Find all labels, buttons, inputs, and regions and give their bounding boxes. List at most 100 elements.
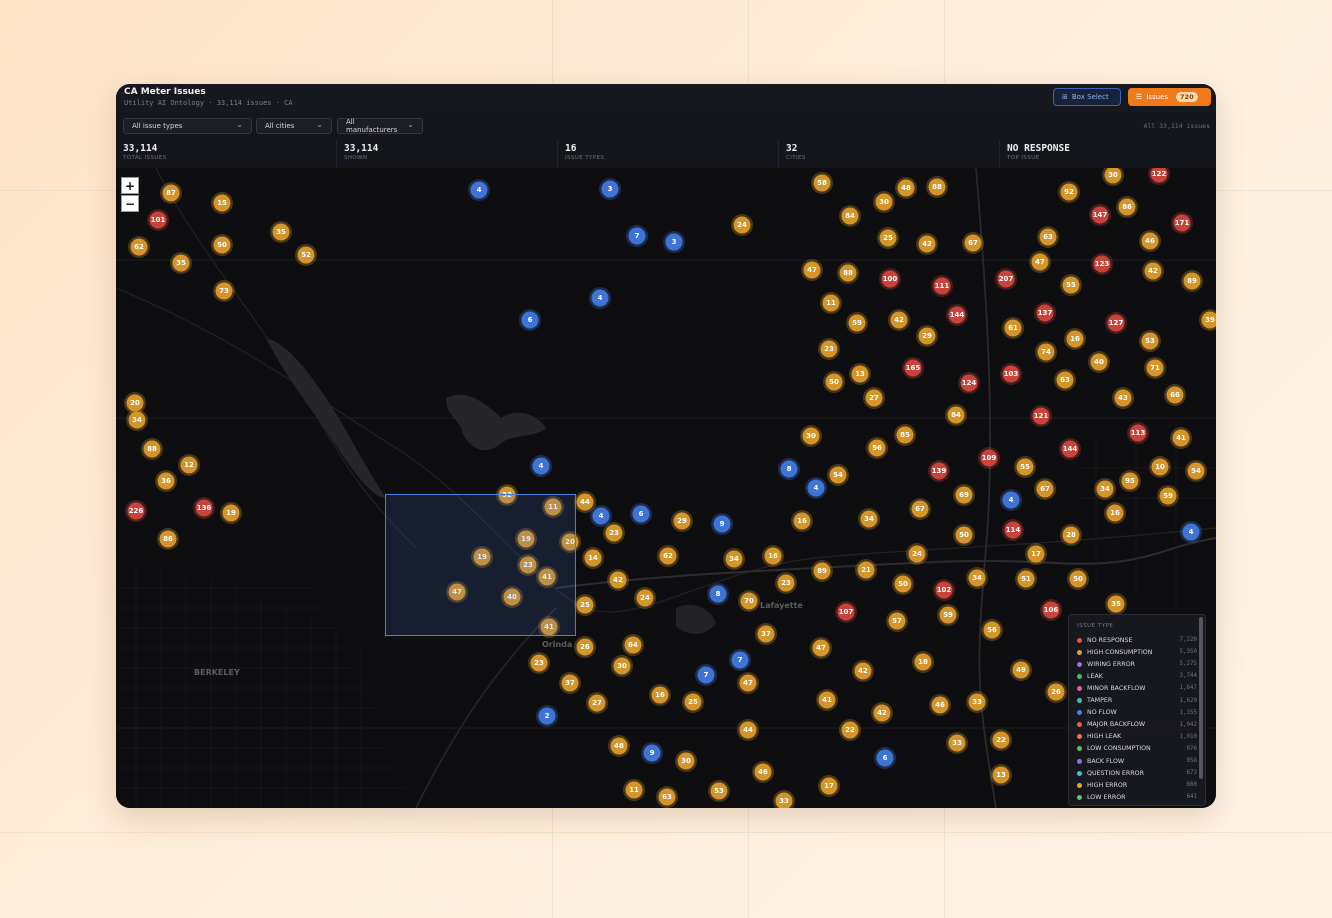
legend-item[interactable]: LOW ERROR 641 bbox=[1077, 792, 1197, 802]
cluster-marker[interactable]: 34 bbox=[723, 548, 745, 570]
cluster-marker[interactable]: 17 bbox=[818, 775, 840, 797]
cluster-marker[interactable]: 20 bbox=[124, 392, 146, 414]
box-select-button[interactable]: ⊞ Box Select bbox=[1053, 88, 1121, 106]
cluster-marker[interactable]: 30 bbox=[800, 425, 822, 447]
cluster-marker[interactable]: 4 bbox=[590, 505, 612, 527]
cluster-marker[interactable]: 13 bbox=[849, 363, 871, 385]
cluster-marker[interactable]: 19 bbox=[220, 502, 242, 524]
cluster-marker[interactable]: 54 bbox=[827, 464, 849, 486]
cluster-marker[interactable]: 29 bbox=[916, 325, 938, 347]
cluster-marker[interactable]: 63 bbox=[1037, 226, 1059, 248]
cluster-marker[interactable]: 59 bbox=[1157, 485, 1179, 507]
cluster-marker[interactable]: 33 bbox=[946, 732, 968, 754]
cluster-marker[interactable]: 25 bbox=[682, 691, 704, 713]
cluster-marker[interactable]: 63 bbox=[656, 786, 678, 808]
cluster-marker[interactable]: 4 bbox=[1000, 489, 1022, 511]
cluster-marker[interactable]: 92 bbox=[1058, 181, 1080, 203]
map[interactable]: BERKELEY Orinda Lafayette 87 15 62 50 35 52 35… bbox=[116, 168, 1216, 808]
cluster-marker[interactable]: 88 bbox=[141, 438, 163, 460]
cluster-marker[interactable]: 121 bbox=[1030, 405, 1052, 427]
cluster-marker[interactable]: 6 bbox=[630, 503, 652, 525]
cluster-marker[interactable]: 3 bbox=[599, 178, 621, 200]
scrollbar[interactable] bbox=[1199, 617, 1203, 779]
cluster-marker[interactable]: 19 bbox=[471, 546, 493, 568]
cluster-marker[interactable]: 70 bbox=[738, 590, 760, 612]
cluster-marker[interactable]: 48 bbox=[895, 177, 917, 199]
cluster-marker[interactable]: 59 bbox=[937, 604, 959, 626]
cluster-marker[interactable]: 16 bbox=[649, 684, 671, 706]
cluster-marker[interactable]: 67 bbox=[909, 498, 931, 520]
cluster-marker[interactable]: 139 bbox=[928, 460, 950, 482]
cluster-marker[interactable]: 85 bbox=[894, 424, 916, 446]
cluster-marker[interactable]: 7 bbox=[626, 225, 648, 247]
cluster-marker[interactable]: 171 bbox=[1171, 212, 1193, 234]
cluster-marker[interactable]: 49 bbox=[1010, 659, 1032, 681]
legend-item[interactable]: HIGH CONSUMPTION 5,350 bbox=[1077, 647, 1197, 657]
cluster-marker[interactable]: 23 bbox=[603, 522, 625, 544]
legend-item[interactable]: LOW CONSUMPTION 976 bbox=[1077, 744, 1197, 754]
cluster-marker[interactable]: 23 bbox=[818, 338, 840, 360]
cluster-marker[interactable]: 14 bbox=[582, 547, 604, 569]
zoom-out[interactable]: − bbox=[121, 195, 139, 212]
cluster-marker[interactable]: 9 bbox=[641, 742, 663, 764]
cluster-marker[interactable]: 33 bbox=[966, 691, 988, 713]
issues-button[interactable]: ☰ Issues 720 bbox=[1128, 88, 1211, 106]
manufacturer-select[interactable]: All manufacturers bbox=[337, 118, 423, 134]
cluster-marker[interactable]: 44 bbox=[737, 719, 759, 741]
cluster-marker[interactable]: 124 bbox=[958, 372, 980, 394]
cluster-marker[interactable]: 67 bbox=[1034, 478, 1056, 500]
cluster-marker[interactable]: 207 bbox=[995, 268, 1017, 290]
cluster-marker[interactable]: 7 bbox=[695, 664, 717, 686]
cluster-marker[interactable]: 50 bbox=[823, 371, 845, 393]
cluster-marker[interactable]: 12 bbox=[178, 454, 200, 476]
cluster-marker[interactable]: 127 bbox=[1105, 312, 1127, 334]
cluster-marker[interactable]: 39 bbox=[1199, 309, 1216, 331]
cluster-marker[interactable]: 74 bbox=[1035, 341, 1057, 363]
cluster-marker[interactable]: 34 bbox=[966, 567, 988, 589]
cluster-marker[interactable]: 84 bbox=[945, 404, 967, 426]
cluster-marker[interactable]: 46 bbox=[1139, 230, 1161, 252]
cluster-marker[interactable]: 4 bbox=[468, 179, 490, 201]
legend-item[interactable]: WIRING ERROR 5,275 bbox=[1077, 659, 1197, 669]
cluster-marker[interactable]: 84 bbox=[839, 205, 861, 227]
cluster-marker[interactable]: 26 bbox=[1045, 681, 1067, 703]
cluster-marker[interactable]: 51 bbox=[1015, 568, 1037, 590]
cluster-marker[interactable]: 226 bbox=[125, 500, 147, 522]
cluster-marker[interactable]: 56 bbox=[981, 619, 1003, 641]
cluster-marker[interactable]: 109 bbox=[978, 447, 1000, 469]
cluster-marker[interactable]: 55 bbox=[1014, 456, 1036, 478]
legend-item[interactable]: BACK FLOW 958 bbox=[1077, 756, 1197, 766]
cluster-marker[interactable]: 50 bbox=[953, 524, 975, 546]
cluster-marker[interactable]: 103 bbox=[1000, 363, 1022, 385]
cluster-marker[interactable]: 89 bbox=[811, 560, 833, 582]
cluster-marker[interactable]: 122 bbox=[1148, 168, 1170, 185]
cluster-marker[interactable]: 47 bbox=[446, 581, 468, 603]
cluster-marker[interactable]: 27 bbox=[586, 692, 608, 714]
cluster-marker[interactable]: 47 bbox=[1029, 251, 1051, 273]
cluster-marker[interactable]: 32 bbox=[496, 484, 518, 506]
cluster-marker[interactable]: 61 bbox=[1002, 317, 1024, 339]
cluster-marker[interactable]: 136 bbox=[193, 497, 215, 519]
cluster-marker[interactable]: 86 bbox=[1116, 196, 1138, 218]
cluster-marker[interactable]: 111 bbox=[931, 275, 953, 297]
cluster-marker[interactable]: 47 bbox=[801, 259, 823, 281]
issue-type-select[interactable]: All issue types bbox=[123, 118, 252, 134]
cluster-marker[interactable]: 101 bbox=[147, 209, 169, 231]
cluster-marker[interactable]: 8 bbox=[778, 458, 800, 480]
cluster-marker[interactable]: 57 bbox=[886, 610, 908, 632]
cluster-marker[interactable]: 58 bbox=[811, 172, 833, 194]
cluster-marker[interactable]: 36 bbox=[155, 470, 177, 492]
cluster-marker[interactable]: 30 bbox=[675, 750, 697, 772]
cluster-marker[interactable]: 37 bbox=[559, 672, 581, 694]
cluster-marker[interactable]: 42 bbox=[607, 569, 629, 591]
cluster-marker[interactable]: 144 bbox=[1059, 438, 1081, 460]
cluster-marker[interactable]: 26 bbox=[574, 636, 596, 658]
cluster-marker[interactable]: 63 bbox=[1054, 369, 1076, 391]
cluster-marker[interactable]: 41 bbox=[1170, 427, 1192, 449]
cluster-marker[interactable]: 89 bbox=[1181, 270, 1203, 292]
cluster-marker[interactable]: 41 bbox=[538, 616, 560, 638]
cluster-marker[interactable]: 53 bbox=[1139, 330, 1161, 352]
cluster-marker[interactable]: 11 bbox=[542, 496, 564, 518]
cluster-marker[interactable]: 88 bbox=[926, 176, 948, 198]
cluster-marker[interactable]: 42 bbox=[888, 309, 910, 331]
